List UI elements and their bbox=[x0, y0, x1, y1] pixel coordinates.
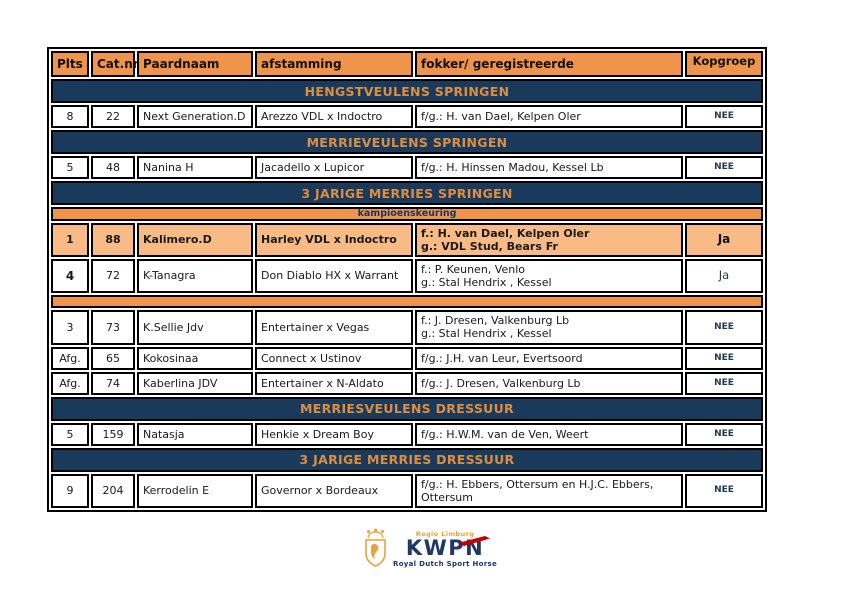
cell-kopgroep: NEE bbox=[685, 422, 763, 446]
cell-plts: 8 bbox=[51, 105, 89, 128]
cell-catnr: 48 bbox=[91, 156, 135, 179]
cell-fokker: f.: J. Dresen, Valkenburg Lb g.: Stal He… bbox=[415, 310, 683, 345]
table-row: Afg. 65 Kokosinaa Connect x Ustinov f/g.… bbox=[51, 346, 763, 370]
cell-plts: 5 bbox=[51, 156, 89, 179]
col-header-paardnaam: Paardnaam bbox=[137, 51, 253, 77]
cell-paardnaam: K-Tanagra bbox=[137, 258, 253, 294]
cell-catnr: 159 bbox=[91, 422, 135, 446]
cell-paardnaam: Kalimero.D bbox=[137, 222, 253, 257]
cell-kopgroep: NEE bbox=[685, 346, 763, 370]
cell-kopgroep: NEE bbox=[685, 105, 763, 128]
cell-catnr: 74 bbox=[91, 371, 135, 395]
cell-catnr: 65 bbox=[91, 346, 135, 370]
cell-paardnaam: Kokosinaa bbox=[137, 346, 253, 370]
cell-afstamming: Jacadello x Lupicor bbox=[255, 156, 413, 179]
cell-kopgroep: NEE bbox=[685, 371, 763, 395]
cell-plts: 3 bbox=[51, 310, 89, 345]
cell-plts: 4 bbox=[51, 258, 89, 294]
cell-fokker: f.: P. Keunen, Venlo g.: Stal Hendrix , … bbox=[415, 258, 683, 294]
cell-fokker: f/g.: H. Ebbers, Ottersum en H.J.C. Ebbe… bbox=[415, 473, 683, 508]
table-row: 3 73 K.Sellie Jdv Entertainer x Vegas f.… bbox=[51, 310, 763, 345]
logo-tagline-text: Royal Dutch Sport Horse bbox=[393, 560, 498, 568]
table-row: 9 204 Kerrodelin E Governor x Bordeaux f… bbox=[51, 473, 763, 508]
cell-fokker: f/g.: H. Hinssen Madou, Kessel Lb bbox=[415, 156, 683, 179]
cell-paardnaam: Kaberlina JDV bbox=[137, 371, 253, 395]
cell-plts: Afg. bbox=[51, 346, 89, 370]
table-row: 4 72 K-Tanagra Don Diablo HX x Warrant f… bbox=[51, 258, 763, 294]
cell-afstamming: Don Diablo HX x Warrant bbox=[255, 258, 413, 294]
cell-afstamming: Connect x Ustinov bbox=[255, 346, 413, 370]
cell-paardnaam: Next Generation.D bbox=[137, 105, 253, 128]
cell-afstamming: Harley VDL x Indoctro bbox=[255, 222, 413, 257]
cell-afstamming: Henkie x Dream Boy bbox=[255, 422, 413, 446]
cell-paardnaam: K.Sellie Jdv bbox=[137, 310, 253, 345]
table-header-row: Plts Cat.nr Paardnaam afstamming fokker/… bbox=[51, 51, 763, 77]
cell-paardnaam: Kerrodelin E bbox=[137, 473, 253, 508]
orange-spacer-band bbox=[51, 295, 763, 309]
col-header-plts: Plts bbox=[51, 51, 89, 77]
col-header-fokker: fokker/ geregistreerde bbox=[415, 51, 683, 77]
cell-afstamming: Arezzo VDL x Indoctro bbox=[255, 105, 413, 128]
cell-paardnaam: Nanina H bbox=[137, 156, 253, 179]
col-header-kopgroep: Kopgroep bbox=[685, 51, 763, 77]
table-row: 5 159 Natasja Henkie x Dream Boy f/g.: H… bbox=[51, 422, 763, 446]
cell-fokker: f.: H. van Dael, Kelpen Oler g.: VDL Stu… bbox=[415, 222, 683, 257]
table-row-champion: 1 88 Kalimero.D Harley VDL x Indoctro f.… bbox=[51, 222, 763, 257]
section-merrieveulens-springen: MERRIEVEULENS SPRINGEN bbox=[51, 130, 763, 154]
cell-kopgroep: NEE bbox=[685, 473, 763, 508]
cell-fokker: f/g.: H. van Dael, Kelpen Oler bbox=[415, 105, 683, 128]
table-row: 8 22 Next Generation.D Arezzo VDL x Indo… bbox=[51, 105, 763, 128]
section-hengstveulens-springen: HENGSTVEULENS SPRINGEN bbox=[51, 79, 763, 103]
kwpn-shield-icon bbox=[365, 528, 386, 567]
cell-paardnaam: Natasja bbox=[137, 422, 253, 446]
cell-kopgroep: NEE bbox=[685, 156, 763, 179]
cell-catnr: 88 bbox=[91, 222, 135, 257]
band-kampioenskeuring: kampioenskeuring bbox=[51, 207, 763, 221]
kwpn-logo: Regio Limburg KWPN Royal Dutch Sport Hor… bbox=[362, 528, 497, 570]
cell-fokker: f/g.: H.W.M. van de Ven, Weert bbox=[415, 422, 683, 446]
section-3jarige-merries-springen: 3 JARIGE MERRIES SPRINGEN bbox=[51, 181, 763, 205]
section-merriesveulens-dressuur: MERRIESVEULENS DRESSUUR bbox=[51, 396, 763, 421]
cell-catnr: 22 bbox=[91, 105, 135, 128]
col-header-catnr: Cat.nr bbox=[91, 51, 139, 77]
logo-red-swoosh-icon bbox=[458, 536, 491, 546]
cell-catnr: 72 bbox=[91, 258, 135, 294]
results-table: Plts Cat.nr Paardnaam afstamming fokker/… bbox=[47, 47, 767, 512]
cell-afstamming: Entertainer x N-Aldato bbox=[255, 371, 413, 395]
cell-plts: 1 bbox=[51, 222, 89, 257]
cell-kopgroep: Ja bbox=[685, 222, 763, 257]
cell-plts: 5 bbox=[51, 422, 89, 446]
cell-kopgroep: NEE bbox=[685, 310, 763, 345]
col-header-afstamming: afstamming bbox=[255, 51, 413, 77]
table-row: 5 48 Nanina H Jacadello x Lupicor f/g.: … bbox=[51, 156, 763, 179]
cell-plts: 9 bbox=[51, 473, 89, 508]
cell-afstamming: Governor x Bordeaux bbox=[255, 473, 413, 508]
logo-region-label: Regio Limburg bbox=[415, 530, 475, 538]
cell-fokker: f/g.: J.H. van Leur, Evertsoord bbox=[415, 346, 683, 370]
cell-kopgroep: Ja bbox=[685, 258, 763, 294]
cell-plts: Afg. bbox=[51, 371, 89, 395]
cell-catnr: 73 bbox=[91, 310, 135, 345]
table-row: Afg. 74 Kaberlina JDV Entertainer x N-Al… bbox=[51, 371, 763, 395]
cell-fokker: f/g.: J. Dresen, Valkenburg Lb bbox=[415, 371, 683, 395]
section-3jarige-merries-dressuur: 3 JARIGE MERRIES DRESSUUR bbox=[51, 447, 763, 472]
cell-afstamming: Entertainer x Vegas bbox=[255, 310, 413, 345]
cell-catnr: 204 bbox=[91, 473, 135, 508]
